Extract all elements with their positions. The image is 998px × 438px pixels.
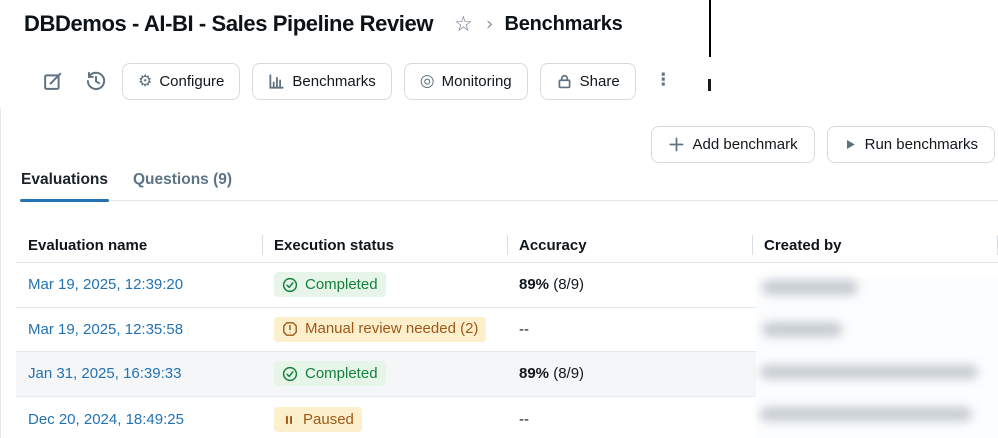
redacted-text	[762, 280, 858, 295]
status-badge: Completed	[274, 272, 386, 298]
column-header-evaluation-name[interactable]: Evaluation name	[28, 236, 148, 254]
breadcrumb-chevron-icon: ›	[485, 12, 494, 35]
monitoring-button[interactable]: ◎ Monitoring	[403, 62, 528, 100]
status-badge: Completed	[274, 361, 386, 387]
tab-questions[interactable]: Questions (9)	[133, 171, 233, 188]
configure-button-label: Configure	[159, 72, 225, 90]
redacted-text	[760, 407, 972, 421]
history-clock-icon	[85, 70, 107, 92]
redacted-text	[760, 365, 978, 379]
share-button-label: Share	[579, 72, 620, 90]
lock-icon	[556, 73, 573, 90]
vertical-line-artifact	[709, 0, 711, 57]
left-edge-divider	[0, 108, 1, 438]
accuracy-detail: (8/9)	[549, 365, 585, 383]
edit-pencil-icon	[42, 71, 63, 92]
table-row[interactable]: Dec 20, 2024, 18:49:25 Paused --	[16, 397, 998, 438]
favorite-star-icon[interactable]: ☆	[454, 11, 473, 36]
status-badge: Manual review needed (2)	[274, 316, 487, 342]
status-label: Completed	[305, 275, 378, 293]
table-header-row: Evaluation name Execution status Accurac…	[16, 228, 998, 263]
toolbar: ⚙ Configure Benchmarks ◎ Monitoring	[39, 62, 672, 100]
status-label: Completed	[305, 364, 378, 382]
configure-button[interactable]: ⚙ Configure	[122, 62, 241, 100]
accuracy-value: 89%	[519, 276, 550, 294]
accuracy-detail: (8/9)	[549, 276, 585, 294]
breadcrumb-current: Benchmarks	[504, 12, 623, 35]
status-badge: Paused	[274, 407, 362, 432]
vertical-dash-artifact	[708, 79, 711, 91]
check-circle-icon	[282, 277, 298, 293]
evaluation-link[interactable]: Dec 20, 2024, 18:49:25	[28, 411, 184, 428]
run-benchmarks-button[interactable]: Run benchmarks	[826, 126, 995, 163]
status-label: Manual review needed (2)	[305, 320, 479, 338]
redacted-text	[762, 322, 842, 337]
evaluation-link[interactable]: Mar 19, 2025, 12:39:20	[28, 276, 184, 294]
add-benchmark-label: Add benchmark	[692, 136, 798, 153]
status-label: Paused	[303, 410, 354, 428]
tab-bar: Evaluations Questions (9)	[20, 171, 998, 202]
table-row[interactable]: Mar 19, 2025, 12:39:20 Completed 89% (8/…	[16, 263, 998, 308]
history-button[interactable]	[83, 68, 109, 94]
column-header-accuracy[interactable]: Accuracy	[507, 237, 752, 254]
tab-evaluations[interactable]: Evaluations	[20, 171, 109, 202]
monitoring-button-label: Monitoring	[441, 72, 512, 90]
add-benchmark-button[interactable]: Add benchmark	[650, 126, 815, 163]
alert-octagon-icon	[282, 321, 298, 337]
evaluation-link[interactable]: Mar 19, 2025, 12:35:58	[28, 320, 184, 338]
share-button[interactable]: Share	[539, 62, 636, 100]
pause-icon	[282, 413, 296, 427]
evaluations-table: Evaluation name Execution status Accurac…	[16, 228, 998, 438]
created-by-redaction-overlay	[756, 277, 998, 438]
plus-icon	[668, 136, 685, 153]
page-header: DBDemos - AI-BI - Sales Pipeline Review …	[24, 11, 623, 37]
accuracy-detail: --	[519, 411, 529, 428]
accuracy-detail: --	[519, 320, 529, 338]
evaluation-link[interactable]: Jan 31, 2025, 16:39:33	[28, 365, 182, 383]
page-title: DBDemos - AI-BI - Sales Pipeline Review	[24, 11, 434, 36]
check-circle-icon	[282, 366, 298, 382]
column-header-created-by[interactable]: Created by	[752, 237, 998, 254]
bar-chart-icon	[268, 73, 285, 90]
edit-button[interactable]	[39, 68, 65, 94]
accuracy-value: 89%	[519, 365, 550, 383]
benchmarks-button-label: Benchmarks	[292, 72, 376, 90]
column-header-execution-status[interactable]: Execution status	[262, 237, 507, 254]
benchmarks-button[interactable]: Benchmarks	[252, 62, 392, 100]
run-benchmarks-label: Run benchmarks	[864, 136, 978, 153]
gear-icon: ⚙	[138, 71, 153, 90]
play-icon	[844, 138, 857, 151]
eye-icon: ◎	[419, 70, 435, 91]
kebab-menu-icon[interactable]: ⋮	[654, 70, 672, 91]
table-row[interactable]: Mar 19, 2025, 12:35:58 Manual review nee…	[16, 308, 998, 352]
benchmark-actions: Add benchmark Run benchmarks	[650, 126, 995, 163]
